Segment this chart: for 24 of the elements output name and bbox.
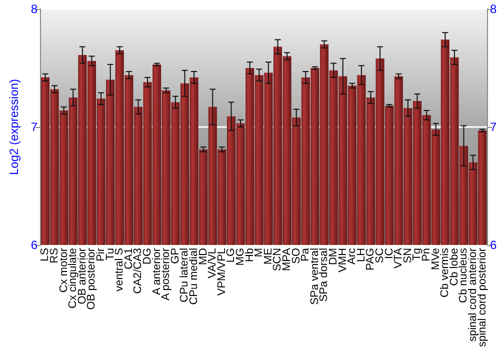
y-tick-label: 6: [30, 238, 38, 252]
y2-tick-label: 7: [490, 120, 497, 134]
x-tick-label: Tg: [411, 248, 424, 261]
x-tick-label: IC: [383, 248, 396, 259]
x-tick-label: CPu medial: [188, 248, 200, 305]
y-tick-label: 8: [30, 2, 38, 16]
x-tick-label: Cb nucleus: [458, 247, 470, 303]
y2-tick-label: 8: [490, 2, 497, 16]
x-tick-label: Arc: [346, 247, 358, 264]
x-tick-label: SO: [290, 248, 302, 264]
y-tick-label: 7: [30, 120, 38, 134]
x-tick-label: SN: [402, 248, 414, 264]
x-tick-label: SCN: [272, 248, 284, 272]
x-tick-label: M: [253, 248, 266, 258]
x-tick-label: Pir: [95, 248, 108, 262]
x-tick-label: RS: [48, 248, 61, 264]
x-tick-label: Hb: [244, 248, 256, 262]
x-tick-label: SPa dorsal: [318, 248, 330, 302]
x-tick-label: Pa: [300, 247, 312, 262]
x-tick-label: OB anterior: [76, 248, 88, 304]
x-tick-label: Cb lobe: [448, 248, 460, 286]
x-tick-label: OB posterior: [86, 248, 98, 310]
y2-tick-label: 6: [490, 238, 497, 252]
y-axis-title: Log2 (expression): [7, 78, 21, 176]
